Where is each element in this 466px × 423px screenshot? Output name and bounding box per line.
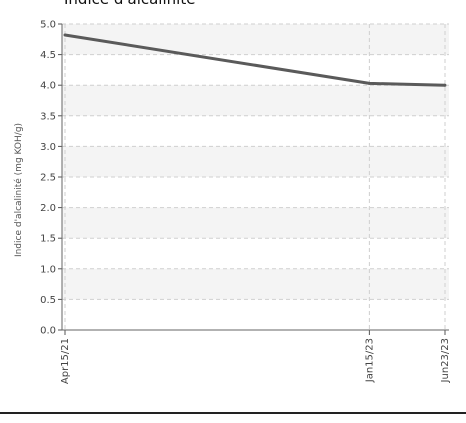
y-axis-label: Indice d'alcalinité (mg KOH/g) (13, 123, 24, 257)
grid-band (62, 207, 449, 239)
bottom-divider (0, 412, 466, 414)
grid-band (62, 24, 449, 55)
x-tick-label: Jan15/23 (364, 338, 375, 383)
y-tick-label: 0.0 (40, 326, 56, 337)
y-tick-label: 4.0 (40, 81, 56, 92)
y-tick-label: 1.0 (40, 264, 56, 275)
y-tick-label: 1.5 (40, 234, 56, 245)
grid-band (62, 85, 449, 116)
x-tick-label: Jun23/23 (440, 338, 451, 383)
y-tick-label: 2.0 (40, 203, 56, 214)
y-tick-label: 4.5 (40, 50, 56, 61)
chart-title: Indice d'alcalinité (64, 0, 195, 8)
data-point (443, 83, 447, 87)
y-tick-label: 3.0 (40, 142, 56, 153)
x-tick-label: Apr15/21 (60, 338, 71, 384)
y-tick-label: 5.0 (40, 20, 56, 31)
y-tick-label: 2.5 (40, 173, 56, 184)
data-point (63, 33, 67, 37)
data-point (367, 81, 371, 85)
grid-band (62, 268, 449, 300)
y-tick-label: 0.5 (40, 295, 56, 306)
grid-band (62, 146, 449, 177)
y-tick-label: 3.5 (40, 111, 56, 122)
